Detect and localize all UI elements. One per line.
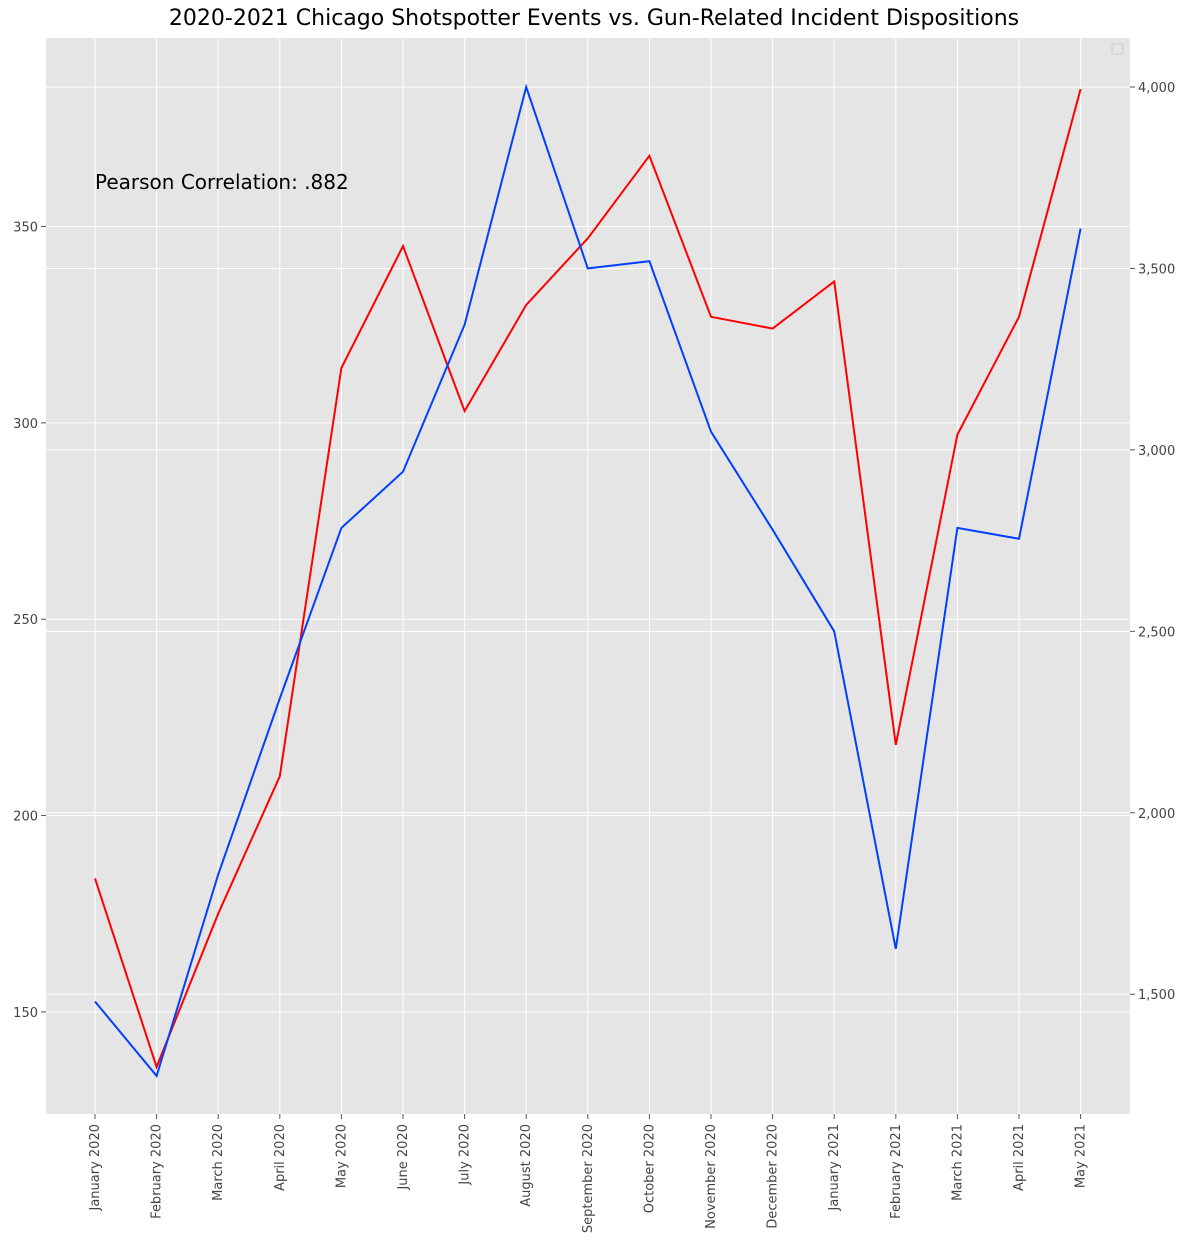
x-tick-label: February 2020 [150,1124,165,1219]
x-tick-label: December 2020 [766,1124,781,1229]
chart-title: 2020-2021 Chicago Shotspotter Events vs.… [168,6,1020,31]
series-line-right [94,83,1082,1078]
legend-box [1111,43,1124,55]
x-tick-label: May 2020 [334,1124,349,1188]
x-tick-label: September 2020 [581,1124,596,1233]
y-left-tick-label: 250 [13,613,38,628]
x-tick-label: March 2020 [211,1124,226,1201]
y-right-tick-label: 3,500 [1138,262,1175,277]
x-tick-label: July 2020 [458,1124,473,1186]
series-line-left [94,88,1082,1070]
y-left-tick-label: 300 [13,417,38,432]
y-left-tick-label: 350 [13,220,38,235]
pearson-annotation: Pearson Correlation: .882 [95,170,349,194]
y-right-tick-label: 2,500 [1138,625,1175,640]
y-right-tick-label: 4,000 [1138,81,1175,96]
x-tick-label: March 2021 [950,1124,965,1201]
x-axis: January 2020 February 2020 March 2020 April… [88,1114,1089,1233]
x-tick-label: October 2020 [642,1124,657,1213]
grid-vertical [94,38,1082,1114]
x-tick-label: November 2020 [704,1124,719,1229]
y-right-tick-label: 2,000 [1138,807,1175,822]
x-tick-label: August 2020 [519,1124,534,1207]
y-left-tick-label: 150 [13,1006,38,1021]
y-left-tick-label: 200 [13,810,38,825]
x-tick-label: January 2021 [827,1124,842,1212]
y-right-tick-label: 3,000 [1138,444,1175,459]
x-tick-label: April 2021 [1012,1124,1027,1191]
x-tick-label: May 2021 [1074,1124,1089,1188]
y-right-tick-label: 1,500 [1138,988,1175,1003]
y-axis-left: 150 200 250 300 350 [13,220,46,1021]
x-tick-label: January 2020 [88,1124,103,1212]
x-tick-label: April 2020 [273,1124,288,1191]
x-tick-label: February 2021 [889,1124,904,1219]
series-group [94,83,1082,1078]
y-axis-right: 1,500 2,000 2,500 3,000 3,500 4,000 [1130,81,1175,1003]
x-tick-label: June 2020 [396,1124,411,1191]
